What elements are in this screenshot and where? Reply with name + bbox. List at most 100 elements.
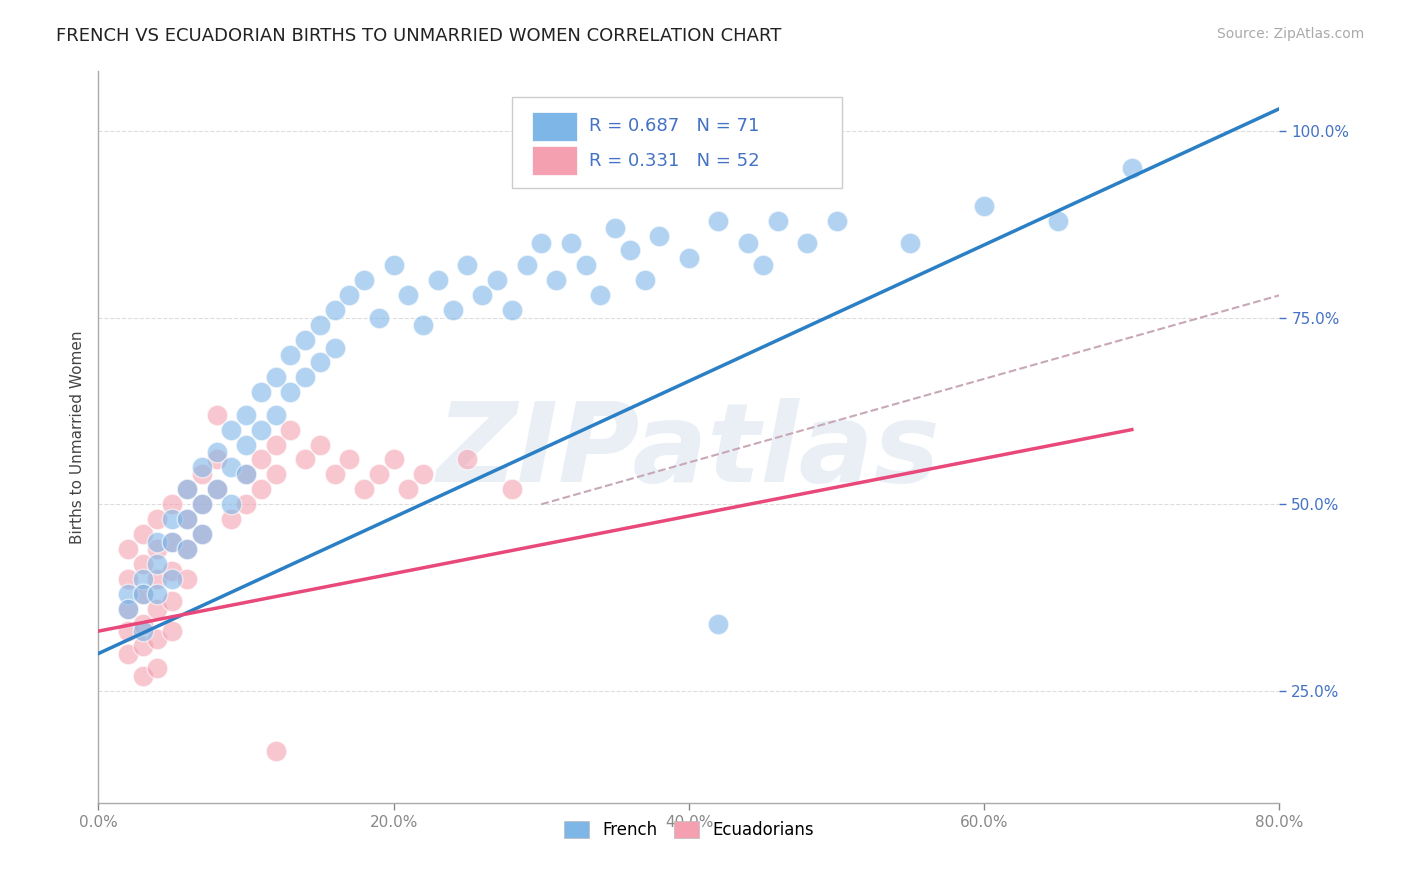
Point bbox=[132, 616, 155, 631]
Point bbox=[132, 669, 155, 683]
Point bbox=[737, 235, 759, 250]
Point bbox=[264, 467, 287, 482]
Point bbox=[353, 483, 375, 497]
Point bbox=[1121, 161, 1143, 176]
Text: FRENCH VS ECUADORIAN BIRTHS TO UNMARRIED WOMEN CORRELATION CHART: FRENCH VS ECUADORIAN BIRTHS TO UNMARRIED… bbox=[56, 27, 782, 45]
Text: Source: ZipAtlas.com: Source: ZipAtlas.com bbox=[1216, 27, 1364, 41]
Legend: French, Ecuadorians: French, Ecuadorians bbox=[557, 814, 821, 846]
Point bbox=[117, 647, 139, 661]
Point bbox=[146, 534, 169, 549]
Point bbox=[294, 333, 316, 347]
Point bbox=[162, 565, 183, 579]
Point bbox=[339, 288, 361, 302]
Point bbox=[309, 355, 332, 369]
Point bbox=[264, 437, 287, 451]
Point bbox=[162, 624, 183, 639]
Point bbox=[560, 235, 582, 250]
Point bbox=[205, 408, 228, 422]
Point bbox=[250, 423, 273, 437]
Point bbox=[486, 273, 509, 287]
Point bbox=[900, 235, 922, 250]
Point bbox=[294, 370, 316, 384]
Point bbox=[1046, 213, 1070, 227]
Point bbox=[678, 251, 700, 265]
Point bbox=[221, 459, 243, 474]
Point bbox=[368, 467, 391, 482]
Point bbox=[605, 221, 627, 235]
Point bbox=[117, 624, 139, 639]
Point bbox=[766, 213, 789, 227]
Point bbox=[176, 483, 198, 497]
Point bbox=[250, 452, 273, 467]
Point bbox=[471, 288, 494, 302]
Point bbox=[427, 273, 450, 287]
Point bbox=[191, 497, 214, 511]
Point bbox=[516, 259, 538, 273]
Point bbox=[323, 303, 346, 318]
Point bbox=[398, 288, 420, 302]
Point bbox=[353, 273, 375, 287]
Point bbox=[146, 557, 169, 571]
Point bbox=[176, 512, 198, 526]
Point bbox=[707, 213, 730, 227]
Point bbox=[117, 542, 139, 557]
Text: R = 0.331   N = 52: R = 0.331 N = 52 bbox=[589, 152, 759, 169]
Point bbox=[235, 497, 257, 511]
Point bbox=[162, 512, 183, 526]
Point bbox=[146, 542, 169, 557]
Point bbox=[146, 512, 169, 526]
Point bbox=[221, 512, 243, 526]
Point bbox=[294, 452, 316, 467]
Point bbox=[146, 632, 169, 646]
Point bbox=[323, 467, 346, 482]
Point bbox=[457, 259, 479, 273]
Point bbox=[176, 483, 198, 497]
Point bbox=[796, 235, 818, 250]
Point bbox=[162, 594, 183, 608]
Point bbox=[191, 527, 214, 541]
Point bbox=[619, 244, 641, 258]
Y-axis label: Births to Unmarried Women: Births to Unmarried Women bbox=[69, 330, 84, 544]
Point bbox=[250, 385, 273, 400]
Point bbox=[441, 303, 464, 318]
Point bbox=[132, 527, 155, 541]
Point bbox=[205, 483, 228, 497]
Point bbox=[176, 542, 198, 557]
Point bbox=[634, 273, 657, 287]
Point bbox=[132, 639, 155, 653]
Point bbox=[205, 483, 228, 497]
Point bbox=[132, 587, 155, 601]
Point bbox=[132, 572, 155, 586]
Point bbox=[382, 259, 405, 273]
Point bbox=[575, 259, 598, 273]
Point bbox=[398, 483, 420, 497]
Point bbox=[825, 213, 848, 227]
Point bbox=[382, 452, 405, 467]
Bar bbox=[531, 112, 576, 141]
Point bbox=[589, 288, 612, 302]
Point bbox=[132, 587, 155, 601]
Point bbox=[191, 459, 214, 474]
Point bbox=[117, 572, 139, 586]
Point bbox=[191, 527, 214, 541]
Point bbox=[162, 497, 183, 511]
Point bbox=[264, 408, 287, 422]
Point bbox=[205, 445, 228, 459]
Point bbox=[280, 423, 302, 437]
FancyBboxPatch shape bbox=[512, 97, 842, 188]
Point bbox=[264, 370, 287, 384]
Point bbox=[176, 512, 198, 526]
Point bbox=[280, 348, 302, 362]
Point bbox=[235, 467, 257, 482]
Point bbox=[973, 199, 995, 213]
Point bbox=[191, 497, 214, 511]
Point bbox=[205, 452, 228, 467]
Point bbox=[530, 235, 553, 250]
Text: R = 0.687   N = 71: R = 0.687 N = 71 bbox=[589, 117, 759, 136]
Point bbox=[368, 310, 391, 325]
Point bbox=[501, 483, 523, 497]
Point bbox=[752, 259, 775, 273]
Text: ZIPatlas: ZIPatlas bbox=[437, 398, 941, 505]
Point bbox=[235, 467, 257, 482]
Point bbox=[648, 228, 671, 243]
